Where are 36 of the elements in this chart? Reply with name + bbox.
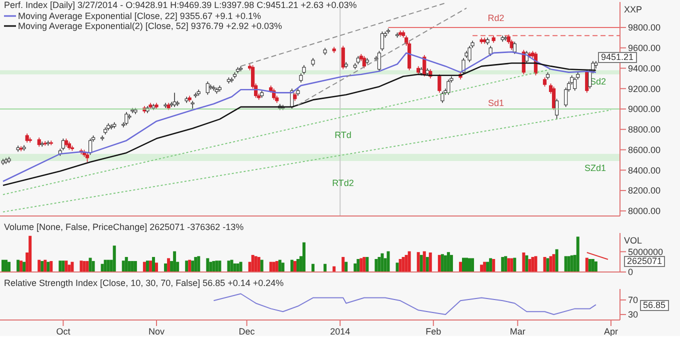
legend-label: Moving Average Exponential [Close, 22] 9355.67 +9.1 +0.1% — [18, 11, 262, 21]
text: 2625071 — [624, 256, 666, 267]
x-tick-label: Feb — [426, 326, 442, 336]
annotation: 9451.21 — [598, 52, 637, 63]
y-axis-title: VOL — [624, 235, 642, 246]
y-tick-label: 70 — [628, 295, 638, 306]
y-tick-label: 8000.00 — [628, 206, 661, 216]
x-tick-label: Oct — [56, 326, 71, 336]
y-tick-label: 9200.00 — [628, 84, 661, 94]
y-tick-label: 30 — [628, 310, 638, 320]
y-tick-label: 9400.00 — [628, 63, 661, 74]
y-tick-label: 9000.00 — [628, 104, 661, 114]
y-tick-label: 8200.00 — [628, 186, 661, 196]
x-tick-label: Mar — [510, 326, 526, 336]
text: 56.85 — [640, 300, 669, 311]
y-tick-label: 9600.00 — [628, 43, 661, 54]
y-tick-label: 5000000 — [628, 246, 664, 257]
annotation: Rd2 — [488, 13, 504, 23]
x-tick-label: Apr — [604, 326, 618, 336]
x-tick-label: Nov — [148, 326, 165, 336]
y-tick-label: 0 — [628, 267, 634, 278]
annotation: RTd2 — [332, 178, 354, 188]
x-tick-label: Dec — [238, 326, 256, 336]
chart-title: Perf. Index [Daily] 3/27/2014 - O:9428.91 H:9469.39 L:9397.98 C:9451.21 +2.63 +0.03% — [4, 0, 357, 10]
y-tick-label: 8400.00 — [628, 165, 661, 176]
ref-line-label: Sd1 — [488, 98, 504, 108]
x-tick-label: 2014 — [330, 326, 350, 336]
y-tick-label: 9800.00 — [628, 22, 661, 33]
chart-title: Volume [None, False, PriceChange] 2625071 -376362 -13% — [4, 222, 244, 232]
y-tick-label: 8800.00 — [628, 124, 661, 135]
y-axis-title: XXP — [624, 4, 642, 14]
y-tick-label: 8600.00 — [628, 144, 661, 155]
chart-title: Relative Strength Index [Close, 10, 30, 70, False] 56.85 +0.14 +0.24% — [4, 278, 284, 288]
band-label: SZd1 — [584, 162, 606, 173]
annotation: RTd — [334, 130, 352, 140]
legend-label: Moving Average Exponential(2) [Close, 52] 9376.79 +2.92 +0.03% — [18, 21, 282, 31]
